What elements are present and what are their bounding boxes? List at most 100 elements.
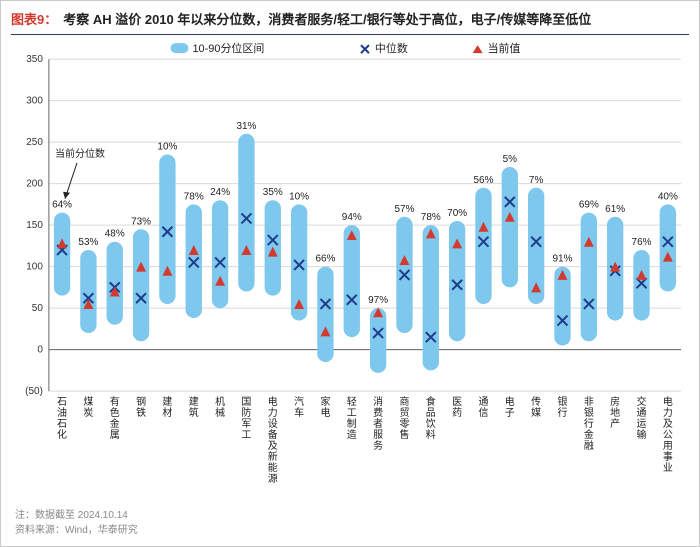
- svg-text:150: 150: [26, 220, 43, 231]
- svg-text:工: 工: [241, 430, 251, 441]
- svg-text:电: 电: [268, 395, 278, 408]
- svg-text:工: 工: [347, 408, 357, 419]
- svg-text:公: 公: [663, 430, 673, 441]
- svg-text:事: 事: [663, 450, 673, 463]
- svg-text:械: 械: [215, 406, 225, 419]
- svg-text:76%: 76%: [632, 237, 652, 248]
- svg-text:10%: 10%: [289, 191, 309, 202]
- svg-text:电: 电: [320, 406, 330, 419]
- svg-text:备: 备: [268, 428, 278, 441]
- svg-text:属: 属: [110, 429, 120, 441]
- svg-text:贸: 贸: [399, 407, 409, 419]
- svg-text:78%: 78%: [184, 191, 204, 202]
- svg-text:化: 化: [57, 428, 67, 441]
- svg-text:350: 350: [26, 54, 43, 65]
- svg-text:力: 力: [663, 406, 673, 419]
- svg-text:医: 医: [452, 396, 462, 408]
- svg-text:250: 250: [26, 137, 43, 148]
- svg-text:10%: 10%: [157, 142, 177, 153]
- svg-text:者: 者: [373, 418, 383, 430]
- svg-text:石: 石: [57, 397, 67, 408]
- svg-text:售: 售: [399, 428, 409, 441]
- svg-text:行: 行: [558, 406, 568, 419]
- figure-title: 考察 AH 溢价 2010 年以来分位数，消费者服务/轻工/银行等处于高位，电子…: [63, 9, 591, 28]
- svg-text:能: 能: [268, 461, 278, 474]
- svg-text:中位数: 中位数: [375, 41, 408, 55]
- svg-text:银: 银: [584, 406, 594, 419]
- svg-text:非: 非: [584, 396, 594, 408]
- svg-text:35%: 35%: [263, 187, 283, 198]
- svg-text:造: 造: [347, 428, 357, 441]
- svg-text:建: 建: [162, 395, 172, 408]
- svg-text:输: 输: [637, 428, 647, 441]
- svg-text:31%: 31%: [236, 121, 256, 132]
- svg-text:交: 交: [637, 395, 647, 408]
- svg-text:运: 运: [637, 418, 647, 430]
- svg-text:66%: 66%: [315, 254, 335, 265]
- svg-text:10-90分位区间: 10-90分位区间: [192, 41, 264, 55]
- svg-text:药: 药: [452, 407, 462, 419]
- svg-text:房: 房: [610, 395, 620, 408]
- svg-text:金: 金: [110, 417, 120, 430]
- svg-text:当前值: 当前值: [488, 41, 521, 55]
- svg-text:及: 及: [268, 440, 278, 452]
- svg-text:车: 车: [294, 406, 304, 419]
- footnote-date: 注：数据截至 2024.10.14: [15, 508, 138, 523]
- svg-text:5%: 5%: [503, 154, 518, 165]
- svg-text:设: 设: [268, 418, 278, 430]
- svg-text:40%: 40%: [658, 191, 678, 202]
- svg-text:200: 200: [26, 179, 43, 190]
- svg-text:当前分位数: 当前分位数: [55, 147, 105, 160]
- svg-text:行: 行: [584, 417, 594, 430]
- svg-text:通: 通: [478, 396, 488, 408]
- svg-text:56%: 56%: [474, 175, 494, 186]
- svg-text:有: 有: [110, 395, 120, 408]
- svg-text:零: 零: [399, 418, 409, 430]
- svg-text:轻: 轻: [347, 395, 357, 408]
- svg-text:石: 石: [57, 419, 67, 430]
- footnote: 注：数据截至 2024.10.14 资料来源：Wind，华泰研究: [15, 508, 138, 538]
- svg-text:94%: 94%: [342, 212, 362, 223]
- svg-text:70%: 70%: [447, 208, 467, 219]
- svg-text:家: 家: [320, 395, 330, 408]
- svg-text:及: 及: [663, 418, 673, 430]
- svg-text:融: 融: [584, 440, 594, 452]
- svg-text:地: 地: [610, 406, 620, 419]
- svg-text:防: 防: [241, 406, 251, 419]
- svg-text:材: 材: [162, 406, 172, 419]
- svg-text:电: 电: [663, 395, 673, 408]
- svg-text:源: 源: [268, 472, 278, 485]
- svg-text:钢: 钢: [136, 395, 146, 408]
- svg-text:煤: 煤: [83, 395, 93, 408]
- svg-text:97%: 97%: [368, 295, 388, 306]
- svg-text:69%: 69%: [579, 200, 599, 211]
- svg-text:银: 银: [558, 395, 568, 408]
- svg-text:金: 金: [584, 428, 594, 441]
- svg-text:机: 机: [215, 395, 225, 408]
- svg-text:48%: 48%: [105, 229, 125, 240]
- svg-text:汽: 汽: [294, 395, 304, 408]
- svg-text:服: 服: [373, 429, 383, 441]
- svg-text:业: 业: [663, 462, 673, 474]
- svg-text:300: 300: [26, 96, 43, 107]
- svg-text:子: 子: [505, 407, 515, 419]
- svg-text:0: 0: [37, 345, 43, 356]
- svg-text:50: 50: [32, 303, 44, 314]
- svg-text:73%: 73%: [131, 216, 151, 227]
- svg-text:传: 传: [531, 396, 541, 408]
- svg-text:100: 100: [26, 262, 43, 273]
- svg-text:料: 料: [426, 428, 436, 441]
- svg-text:产: 产: [610, 417, 620, 430]
- svg-text:国: 国: [241, 396, 251, 408]
- svg-text:务: 务: [373, 439, 383, 452]
- svg-text:用: 用: [663, 441, 673, 452]
- figure-number: 图表9：: [11, 9, 57, 28]
- svg-text:筑: 筑: [189, 406, 199, 419]
- svg-text:油: 油: [57, 406, 67, 419]
- svg-text:53%: 53%: [78, 237, 98, 248]
- footnote-source: 资料来源：Wind，华泰研究: [15, 523, 138, 538]
- svg-text:铁: 铁: [136, 406, 146, 419]
- svg-text:91%: 91%: [553, 254, 573, 265]
- svg-text:色: 色: [110, 406, 120, 419]
- svg-text:力: 力: [268, 406, 278, 419]
